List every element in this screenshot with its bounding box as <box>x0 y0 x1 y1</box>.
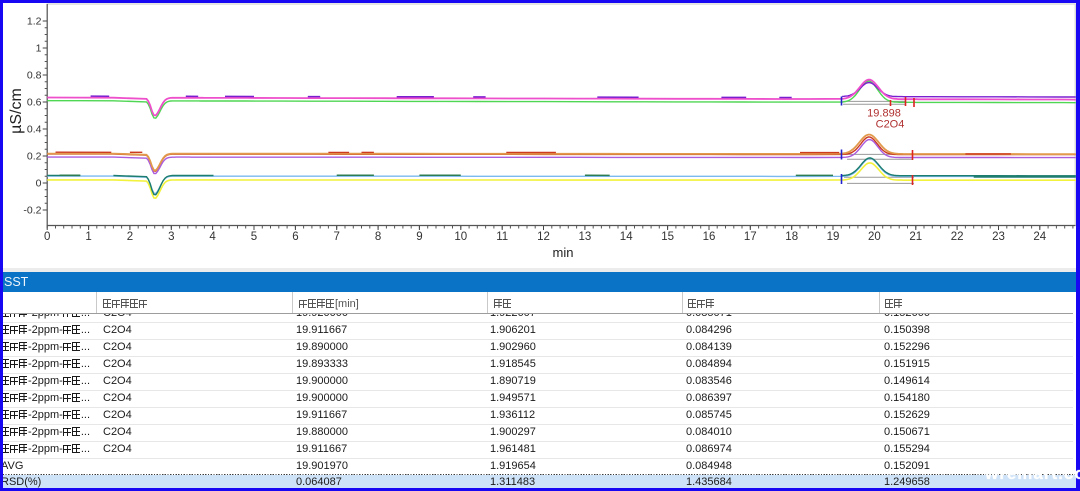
svg-text:6: 6 <box>292 231 298 243</box>
svg-text:23: 23 <box>992 231 1005 243</box>
svg-text:18: 18 <box>785 231 798 243</box>
svg-text:min: min <box>553 245 574 260</box>
svg-text:22: 22 <box>951 231 964 243</box>
svg-text:10: 10 <box>454 231 467 243</box>
svg-text:7: 7 <box>333 231 339 243</box>
svg-text:8: 8 <box>375 231 381 243</box>
svg-text:19.898: 19.898 <box>867 108 901 120</box>
svg-text:3: 3 <box>168 231 174 243</box>
svg-text:0.2: 0.2 <box>27 151 42 163</box>
svg-text:5: 5 <box>251 231 257 243</box>
svg-text:14: 14 <box>620 231 633 243</box>
svg-text:0: 0 <box>44 231 50 243</box>
svg-text:19: 19 <box>827 231 840 243</box>
svg-text:0.6: 0.6 <box>27 97 42 109</box>
svg-text:0.4: 0.4 <box>27 124 42 136</box>
svg-text:15: 15 <box>661 231 674 243</box>
svg-text:13: 13 <box>579 231 592 243</box>
svg-text:2: 2 <box>127 231 133 243</box>
svg-text:µS/cm: µS/cm <box>8 88 25 134</box>
svg-text:11: 11 <box>496 231 508 243</box>
svg-text:12: 12 <box>537 231 550 243</box>
svg-text:21: 21 <box>909 231 922 243</box>
svg-text:4: 4 <box>209 231 216 243</box>
svg-text:0: 0 <box>36 178 42 190</box>
svg-text:1: 1 <box>36 43 42 55</box>
svg-text:-0.2: -0.2 <box>23 205 41 217</box>
svg-text:C2O4: C2O4 <box>876 119 905 131</box>
svg-text:24: 24 <box>1033 231 1046 243</box>
svg-text:20: 20 <box>868 231 881 243</box>
svg-text:0.8: 0.8 <box>27 70 42 82</box>
svg-text:1.2: 1.2 <box>27 16 42 28</box>
svg-text:16: 16 <box>703 231 716 243</box>
svg-text:9: 9 <box>416 231 422 243</box>
svg-text:1: 1 <box>85 231 91 243</box>
svg-text:17: 17 <box>744 231 757 243</box>
